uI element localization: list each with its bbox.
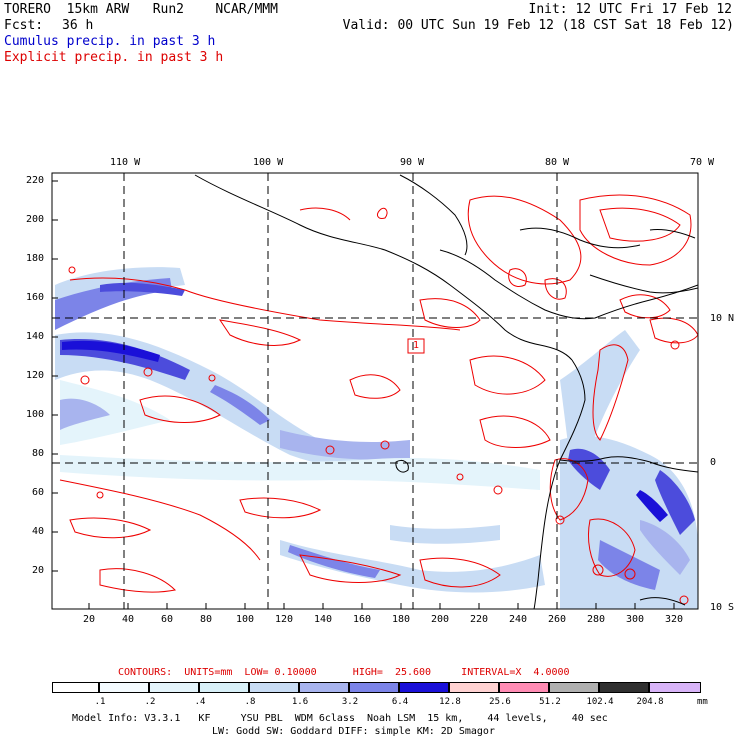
colorbar-bin (449, 682, 499, 693)
x-tick: 20 (82, 614, 96, 625)
model-info: Model Info: V3.3.1 KF YSU PBL WDM 6class… (72, 713, 608, 724)
x-tick: 240 (508, 614, 528, 625)
y-tick: 80 (31, 448, 44, 459)
colorbar-bin (99, 682, 149, 693)
init-time: Init: 12 UTC Fri 17 Feb 12 (528, 2, 733, 17)
lat-label-10n: 10 N (710, 313, 735, 324)
y-tick: 20 (31, 565, 44, 576)
colorbar-label: 12.8 (439, 697, 461, 707)
colorbar-bin (599, 682, 649, 693)
forecast-label: Fcst: (4, 18, 44, 33)
y-tick: 180 (25, 253, 44, 264)
lon-label-100w: 100 W (253, 157, 284, 168)
colorbar-bin (299, 682, 349, 693)
physics-info: LW: Godd SW: Goddard DIFF: simple KM: 2D… (212, 726, 495, 737)
x-tick: 40 (121, 614, 135, 625)
y-tick: 120 (25, 370, 44, 381)
y-tick: 60 (31, 487, 44, 498)
contours-info: CONTOURS: UNITS=mm LOW= 0.10000 HIGH= 25… (118, 667, 570, 678)
explicit-precip-label: Explicit precip. in past 3 h (4, 50, 224, 65)
colorbar-label: .1 (94, 697, 106, 707)
station-marker-box (407, 338, 425, 354)
model-title: TORERO 15km ARW Run2 NCAR/MMM (4, 2, 278, 17)
colorbar-unit: mm (697, 697, 708, 707)
x-tick: 220 (469, 614, 489, 625)
explicit-precip-contours (59, 194, 698, 605)
y-tick: 40 (31, 526, 44, 537)
x-tick: 200 (430, 614, 450, 625)
station-marker-label: 1 (413, 340, 420, 351)
x-tick: 300 (625, 614, 645, 625)
y-tick: 100 (25, 409, 44, 420)
lat-label-10s: 10 S (710, 602, 735, 613)
colorbar-label: 51.2 (539, 697, 561, 707)
y-tick: 160 (25, 292, 44, 303)
colorbar-label: .4 (194, 697, 206, 707)
x-tick: 120 (274, 614, 294, 625)
colorbar-bin (349, 682, 399, 693)
y-tick: 220 (25, 175, 44, 186)
colorbar-label: 1.6 (291, 697, 309, 707)
x-tick: 160 (352, 614, 372, 625)
colorbar-bin (499, 682, 549, 693)
colorbar-label: 25.6 (489, 697, 511, 707)
lon-label-110w: 110 W (110, 157, 141, 168)
colorbar-bin (399, 682, 449, 693)
x-tick-marks (88, 603, 675, 609)
y-tick: 200 (25, 214, 44, 225)
lon-label-70w: 70 W (690, 157, 715, 168)
lat-label-0: 0 (710, 457, 717, 468)
colorbar-bin (249, 682, 299, 693)
colorbar-label: 204.8 (636, 697, 664, 707)
colorbar-label: 6.4 (391, 697, 409, 707)
colorbar-label: .2 (144, 697, 156, 707)
x-tick: 260 (547, 614, 567, 625)
colorbar-label: 102.4 (586, 697, 614, 707)
x-tick: 100 (235, 614, 255, 625)
cumulus-precip-label: Cumulus precip. in past 3 h (4, 34, 216, 49)
colorbar-bin (199, 682, 249, 693)
colorbar-bin (649, 682, 701, 693)
coastlines (194, 174, 698, 609)
colorbar-bin (549, 682, 599, 693)
map-frame (51, 172, 699, 610)
lat-lon-grid (52, 173, 698, 609)
colorbar-label: 3.2 (341, 697, 359, 707)
y-tick-marks (52, 180, 58, 572)
forecast-hours: 36 h (62, 18, 94, 33)
valid-time: Valid: 00 UTC Sun 19 Feb 12 (18 CST Sat … (342, 18, 734, 33)
colorbar-bin (149, 682, 199, 693)
lon-label-80w: 80 W (545, 157, 570, 168)
lon-label-90w: 90 W (400, 157, 425, 168)
x-tick: 140 (313, 614, 333, 625)
x-tick: 60 (160, 614, 174, 625)
x-tick: 320 (664, 614, 684, 625)
colorbar-label: .8 (244, 697, 256, 707)
colorbar-bin (52, 682, 99, 693)
x-tick: 80 (199, 614, 213, 625)
x-tick: 280 (586, 614, 606, 625)
y-tick: 140 (25, 331, 44, 342)
x-tick: 180 (391, 614, 411, 625)
